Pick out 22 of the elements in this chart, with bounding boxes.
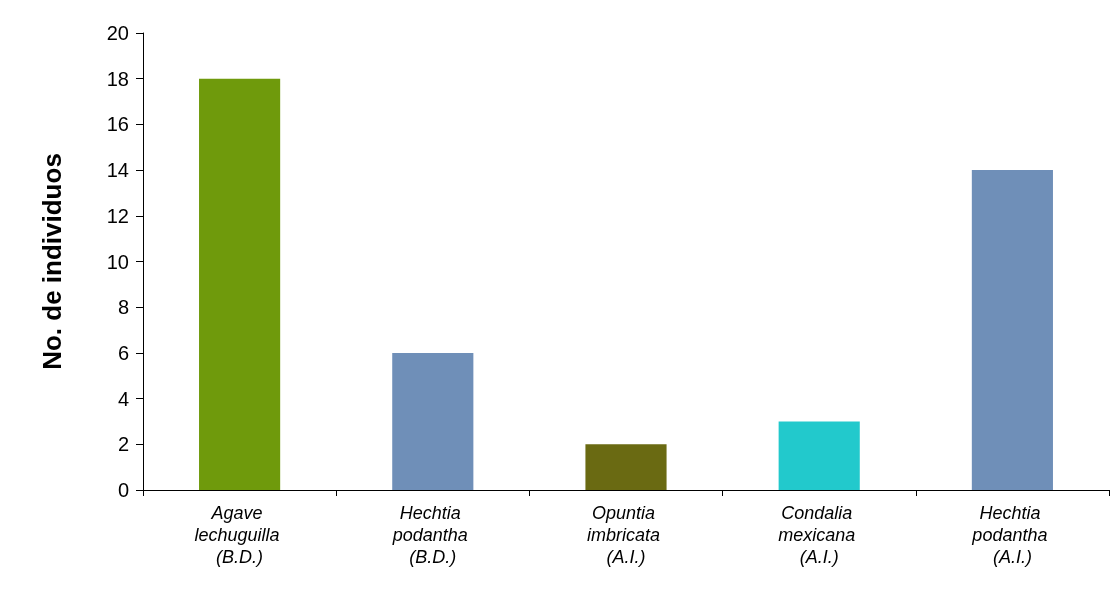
y-tick-label: 10	[106, 250, 129, 273]
y-tick-label: 12	[106, 204, 129, 227]
x-tick-label: Agave lechuguilla (B.D.)	[194, 503, 285, 567]
y-tick-label: 8	[117, 296, 129, 319]
bar	[392, 352, 474, 490]
y-tick-label: 20	[106, 22, 129, 44]
y-axis-title: No. de individuos	[37, 153, 67, 370]
x-tick-label: Opuntia imbricata (A.I.)	[586, 503, 666, 567]
x-tick-label: Hechtia podantha (A.I.)	[971, 503, 1053, 567]
y-tick-label: 4	[117, 387, 129, 410]
bar	[199, 78, 281, 490]
y-tick-label: 18	[106, 67, 129, 90]
y-tick-label: 2	[117, 433, 129, 456]
bar	[971, 170, 1053, 490]
x-tick-label: Condalia mexicana (A.I.)	[778, 503, 861, 567]
bar	[778, 421, 860, 490]
bar	[585, 444, 667, 490]
y-tick-label: 16	[106, 113, 129, 136]
y-tick-label: 14	[106, 159, 129, 182]
y-tick-label: 6	[117, 341, 129, 364]
y-tick-label: 0	[117, 479, 129, 501]
x-tick-label: Hechtia podantha (B.D.)	[391, 503, 473, 567]
